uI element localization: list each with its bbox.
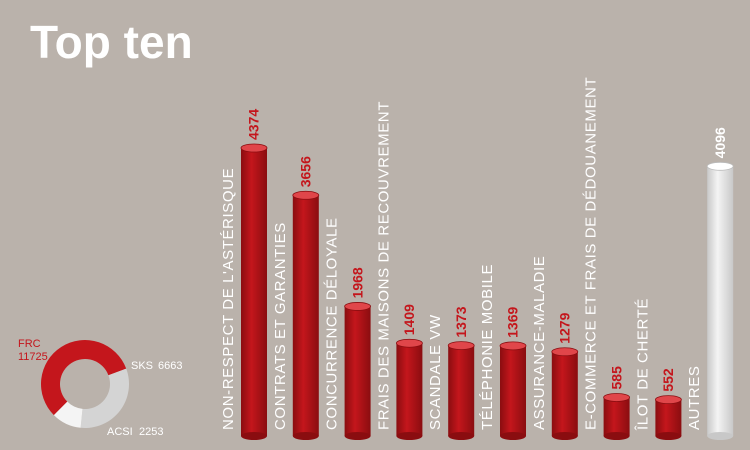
bar-base [396,432,423,440]
bar-base [655,432,682,440]
bar-base [448,432,475,440]
category-label: CONTRATS ET GARANTIES [272,222,289,430]
bar-base [551,432,578,440]
donut-label: SKS [131,360,153,372]
bar-base [241,432,267,440]
value-label: 1279 [557,312,573,343]
bar-cap [603,393,630,402]
bar-cap [395,338,423,348]
bar [241,148,267,436]
chart-title: Top ten [30,16,193,68]
donut-label: FRC [18,338,41,350]
value-label: 552 [660,368,676,392]
bar [707,166,734,437]
donut-value: 6663 [158,360,182,372]
bar [292,195,319,436]
bar [655,399,682,436]
donut-value: 2253 [139,426,163,438]
bar [500,345,526,436]
bar-base [707,432,734,440]
donut-slice [40,340,127,416]
bar-base [603,432,630,440]
bar [396,343,423,436]
bar [344,306,371,436]
category-label: E-COMMERCE ET FRAIS DE DÉDOUANEMENT [583,77,600,430]
bar-base [500,432,526,440]
category-label: NON-RESPECT DE L'ASTÉRISQUE [220,168,237,430]
value-label: 1409 [401,304,417,335]
bar-cap [655,395,682,405]
bar-cap [499,341,527,351]
bar-base [344,432,371,440]
bar-cap [344,302,372,311]
category-label: AUTRES [686,366,703,430]
category-label: CONCURRENCE DÉLOYALE [324,217,341,430]
value-label: 4374 [246,109,262,140]
value-label: 1968 [349,267,365,298]
category-label: TÉLÉPHONIE MOBILE [479,264,496,430]
value-label: 4096 [712,127,728,158]
donut-label: ACSI [107,426,133,438]
value-label: 1369 [505,307,521,338]
bar [448,345,475,436]
bar-cap [551,347,579,357]
donut-slice [53,401,83,428]
bar-cap [240,143,268,153]
category-label: FRAIS DES MAISONS DE RECOUVREMENT [375,101,392,430]
category-label: ASSURANCE-MALADIE [531,256,548,430]
bar [603,397,630,436]
donut-value: 11725 [18,351,48,363]
bar-cap [447,341,475,350]
category-label: ÎLOT DE CHERTÉ [634,298,651,431]
bar-base [292,432,319,440]
bar [551,351,578,436]
category-label: SCANDALE VW [427,314,444,430]
bar-cap [706,161,734,171]
value-label: 3656 [298,156,314,187]
value-label: 1373 [453,306,469,337]
value-label: 585 [608,366,624,390]
donut-slice [80,368,130,428]
bar-cap [292,190,320,200]
